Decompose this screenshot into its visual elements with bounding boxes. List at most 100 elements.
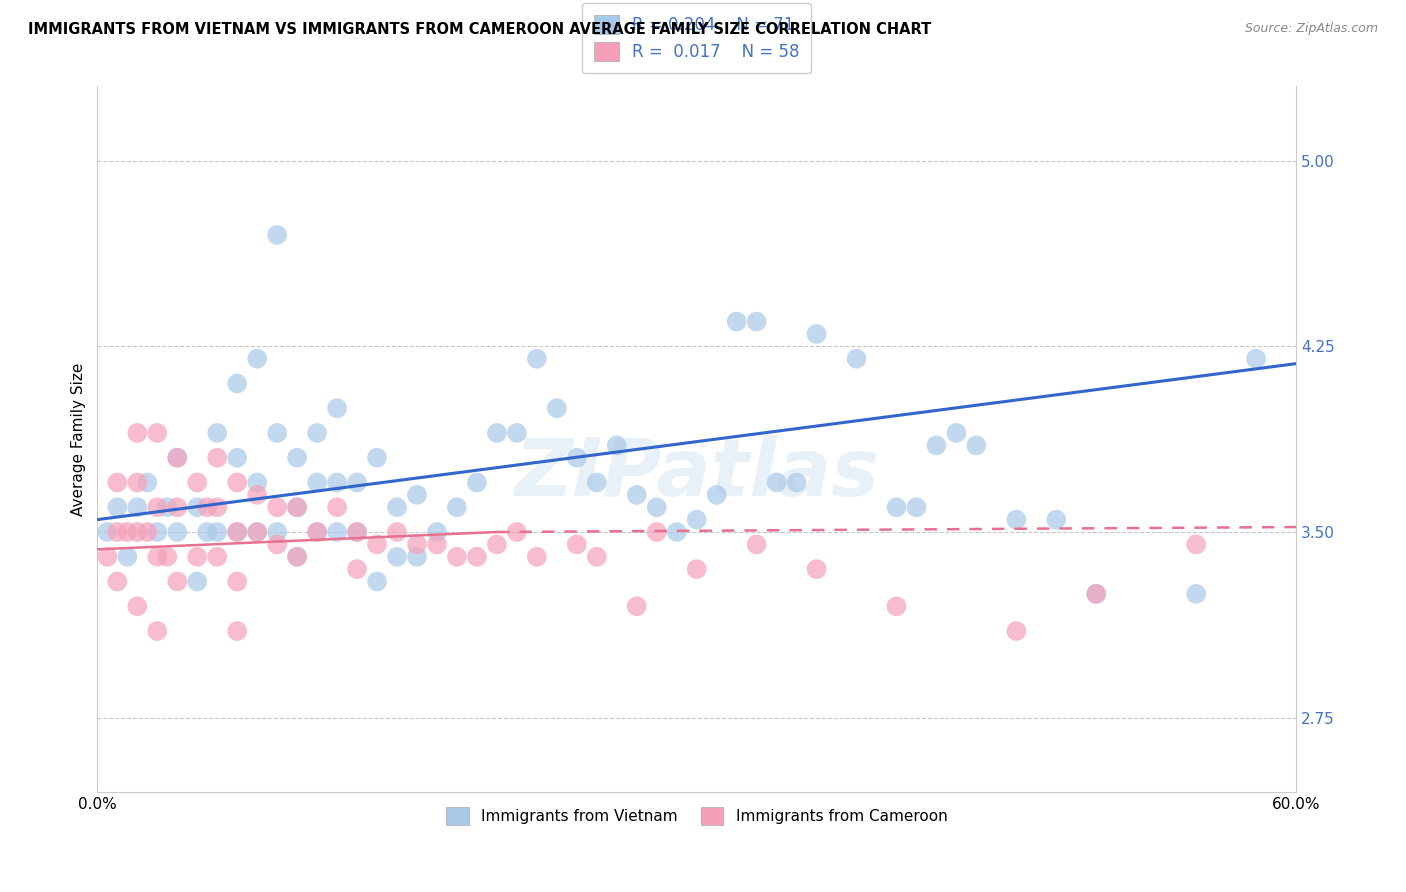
Point — [226, 475, 249, 490]
Point — [665, 524, 688, 539]
Point — [307, 524, 329, 539]
Point — [195, 500, 218, 515]
Point — [465, 475, 488, 490]
Point — [1244, 351, 1267, 366]
Point — [366, 574, 388, 589]
Point — [226, 574, 249, 589]
Point — [786, 475, 808, 490]
Point — [146, 524, 169, 539]
Point — [127, 500, 149, 515]
Point — [465, 549, 488, 564]
Point — [346, 524, 368, 539]
Point — [686, 513, 709, 527]
Text: Source: ZipAtlas.com: Source: ZipAtlas.com — [1244, 22, 1378, 36]
Point — [406, 549, 429, 564]
Point — [346, 524, 368, 539]
Point — [186, 500, 208, 515]
Point — [195, 524, 218, 539]
Point — [266, 537, 288, 551]
Point — [285, 500, 308, 515]
Point — [485, 537, 508, 551]
Point — [307, 524, 329, 539]
Point — [745, 314, 768, 328]
Point — [226, 376, 249, 391]
Point — [385, 524, 408, 539]
Point — [166, 524, 188, 539]
Point — [326, 524, 349, 539]
Point — [105, 500, 128, 515]
Point — [1185, 587, 1208, 601]
Point — [526, 549, 548, 564]
Point — [645, 524, 668, 539]
Point — [136, 475, 159, 490]
Point — [1005, 624, 1028, 638]
Point — [105, 475, 128, 490]
Point — [226, 450, 249, 465]
Point — [166, 574, 188, 589]
Point — [166, 450, 188, 465]
Point — [117, 549, 139, 564]
Point — [1185, 537, 1208, 551]
Point — [346, 475, 368, 490]
Point — [565, 537, 588, 551]
Point — [127, 425, 149, 440]
Point — [156, 500, 179, 515]
Point — [96, 549, 118, 564]
Point — [485, 425, 508, 440]
Point — [246, 475, 269, 490]
Point — [127, 475, 149, 490]
Point — [156, 549, 179, 564]
Point — [905, 500, 928, 515]
Point — [725, 314, 748, 328]
Point — [446, 549, 468, 564]
Point — [366, 450, 388, 465]
Point — [266, 524, 288, 539]
Point — [765, 475, 787, 490]
Point — [406, 537, 429, 551]
Point — [246, 524, 269, 539]
Point — [146, 549, 169, 564]
Point — [626, 599, 648, 614]
Point — [585, 549, 607, 564]
Point — [366, 537, 388, 551]
Point — [146, 624, 169, 638]
Point — [285, 549, 308, 564]
Point — [406, 488, 429, 502]
Point — [1045, 513, 1067, 527]
Point — [307, 475, 329, 490]
Point — [706, 488, 728, 502]
Point — [285, 549, 308, 564]
Point — [205, 500, 228, 515]
Point — [806, 326, 828, 341]
Point — [96, 524, 118, 539]
Point — [226, 524, 249, 539]
Point — [246, 351, 269, 366]
Point — [136, 524, 159, 539]
Point — [1085, 587, 1108, 601]
Text: IMMIGRANTS FROM VIETNAM VS IMMIGRANTS FROM CAMEROON AVERAGE FAMILY SIZE CORRELAT: IMMIGRANTS FROM VIETNAM VS IMMIGRANTS FR… — [28, 22, 931, 37]
Point — [186, 549, 208, 564]
Point — [1085, 587, 1108, 601]
Point — [965, 438, 987, 452]
Point — [205, 549, 228, 564]
Point — [246, 488, 269, 502]
Point — [945, 425, 967, 440]
Point — [326, 475, 349, 490]
Point — [446, 500, 468, 515]
Point — [506, 524, 529, 539]
Point — [266, 500, 288, 515]
Point — [205, 425, 228, 440]
Point — [645, 500, 668, 515]
Point — [1005, 513, 1028, 527]
Point — [326, 500, 349, 515]
Text: ZIPatlas: ZIPatlas — [515, 435, 879, 514]
Point — [346, 562, 368, 576]
Point — [686, 562, 709, 576]
Point — [226, 524, 249, 539]
Point — [146, 500, 169, 515]
Point — [205, 450, 228, 465]
Point — [285, 450, 308, 465]
Point — [626, 488, 648, 502]
Point — [565, 450, 588, 465]
Point — [266, 425, 288, 440]
